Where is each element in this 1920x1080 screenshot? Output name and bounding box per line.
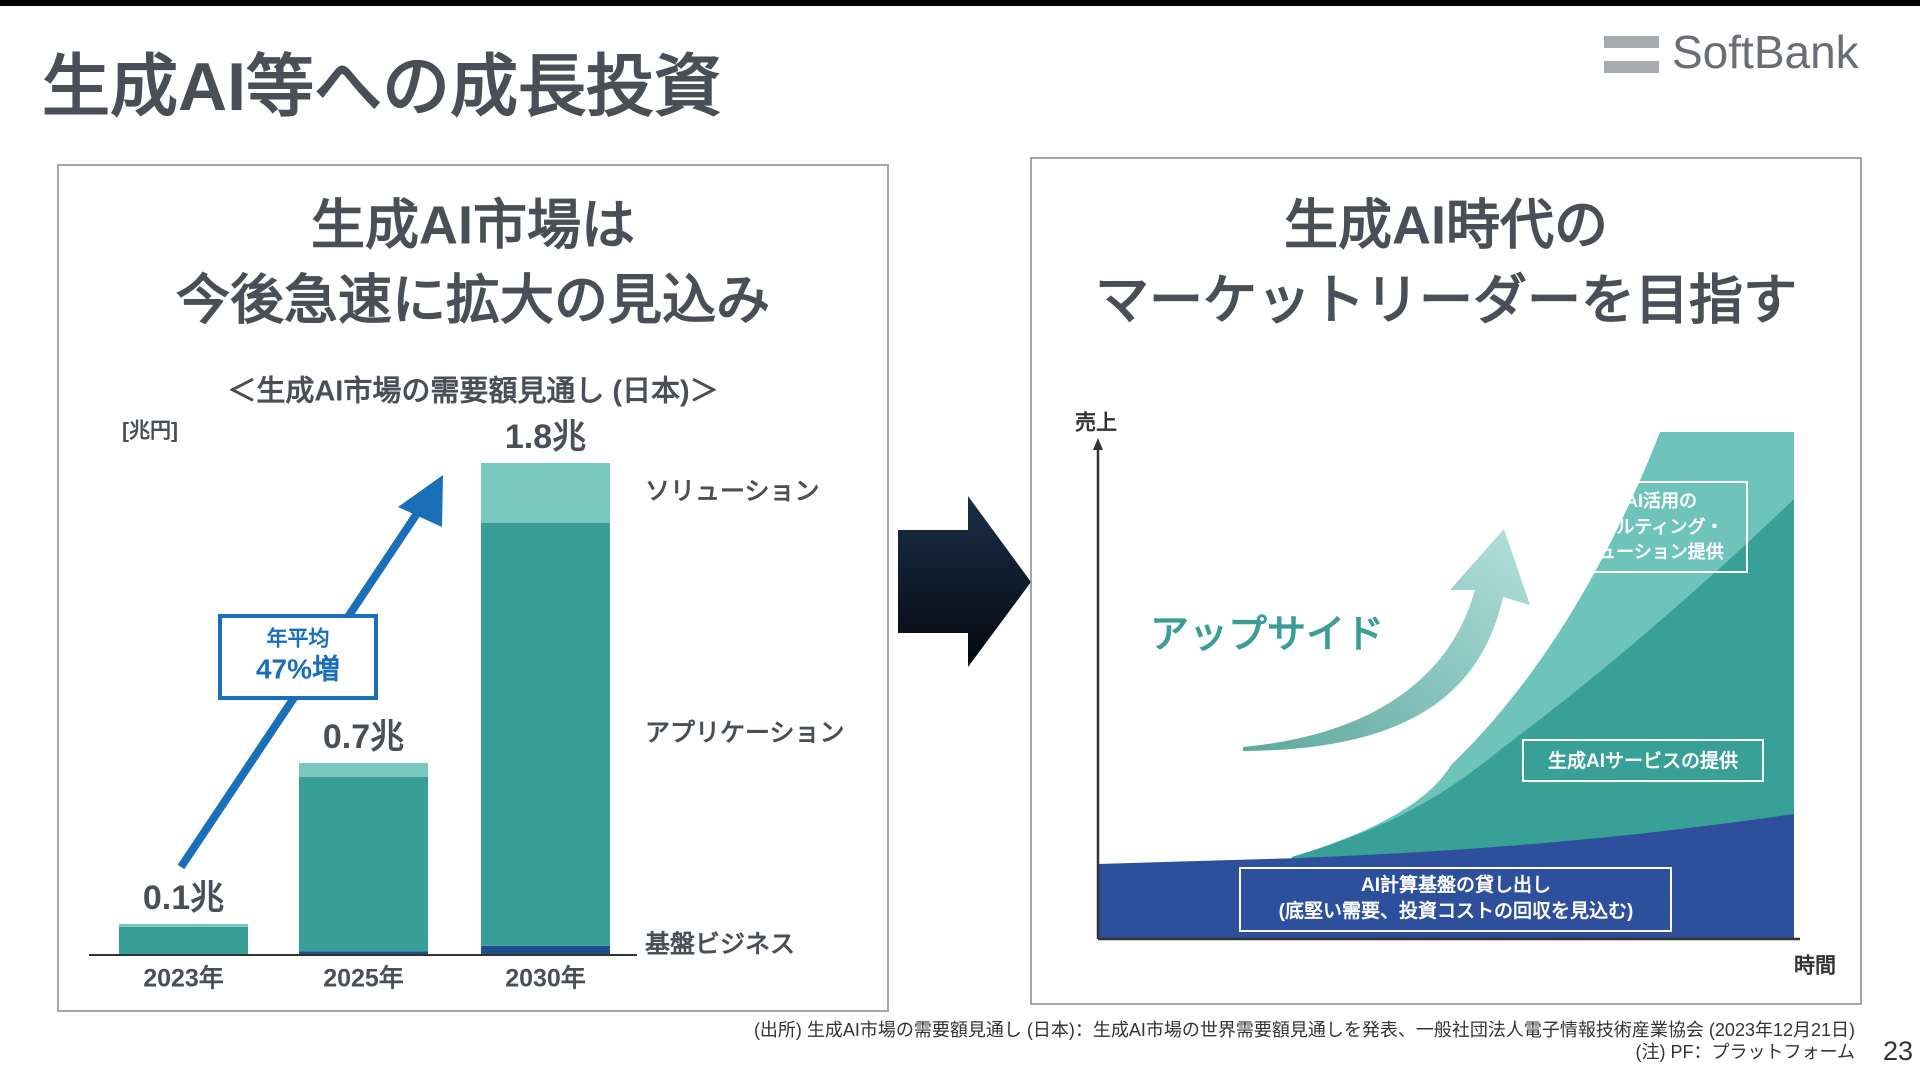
label-box <box>1239 867 1672 932</box>
transition-arrow <box>898 496 1031 667</box>
layer-label: 生成AI活用の <box>1589 490 1697 511</box>
bar-segment <box>481 523 610 946</box>
panel-heading: 生成AI市場は <box>311 195 635 255</box>
panel-heading: 今後急速に拡大の見込み <box>176 270 770 330</box>
total-label: 0.7兆 <box>323 718 404 756</box>
left-panel <box>57 164 889 1012</box>
chart-title: ＜生成AI市場の需要額見通し (日本)＞ <box>227 374 718 408</box>
layer-label: (底堅い需要、投資コストの回収を見込む) <box>1279 899 1634 922</box>
unit-label: [兆円] <box>122 420 178 443</box>
logo: SoftBank <box>1672 26 1860 78</box>
layer-label: ソリューション提供 <box>1562 541 1724 562</box>
logo-bar <box>1604 61 1659 73</box>
area-services <box>1292 499 1794 939</box>
x-tick-label: 2030年 <box>505 964 586 993</box>
total-label: 1.8兆 <box>505 418 586 456</box>
total-label: 0.1兆 <box>143 879 224 917</box>
bar-segment <box>119 926 248 954</box>
layer-label: 生成AIサービスの提供 <box>1548 749 1738 772</box>
layer-label: コンサルティング・ <box>1563 516 1724 537</box>
x-axis-label: 時間 <box>1794 954 1836 978</box>
label-box <box>1539 481 1748 573</box>
annotation-box <box>218 614 378 700</box>
series-label: アプリケーション <box>645 719 845 747</box>
slide-title: 生成AI等への成長投資 <box>42 49 722 125</box>
bar-segment <box>299 776 428 952</box>
x-tick-label: 2023年 <box>143 964 224 993</box>
label-box <box>1522 739 1764 782</box>
note: (注) PF：プラットフォーム <box>1636 1042 1855 1062</box>
source-note: (出所) 生成AI市場の需要額見通し (日本)：生成AI市場の世界需要額見通しを… <box>754 1020 1855 1040</box>
annotation: 年平均 <box>267 627 330 651</box>
bar-segment <box>299 763 428 777</box>
arrow-label: アップサイド <box>1150 613 1384 656</box>
y-axis-head <box>1093 438 1103 450</box>
bar-segment <box>481 945 610 954</box>
growth-arrow-head <box>398 475 443 527</box>
layer-label: AI計算基盤の貸し出し <box>1361 873 1551 896</box>
series-label: ソリューション <box>645 478 820 506</box>
bar-segment <box>481 463 610 524</box>
area-compute <box>1098 814 1794 939</box>
panel-heading: 生成AI時代の <box>1284 195 1608 255</box>
upside-arrow <box>1243 529 1530 751</box>
top-bar <box>0 0 1920 6</box>
y-axis-label: 売上 <box>1075 412 1117 435</box>
x-tick-label: 2025年 <box>323 964 404 993</box>
bar-segment <box>299 951 428 954</box>
bar-segment <box>119 923 248 927</box>
series-label: 基盤ビジネス <box>645 931 795 959</box>
logo-bar <box>1604 36 1659 48</box>
annotation: 47%増 <box>256 653 340 684</box>
right-panel <box>1030 157 1862 1005</box>
page-number: 23 <box>1883 1036 1913 1066</box>
panel-heading: マーケットリーダーを目指す <box>1095 270 1797 330</box>
